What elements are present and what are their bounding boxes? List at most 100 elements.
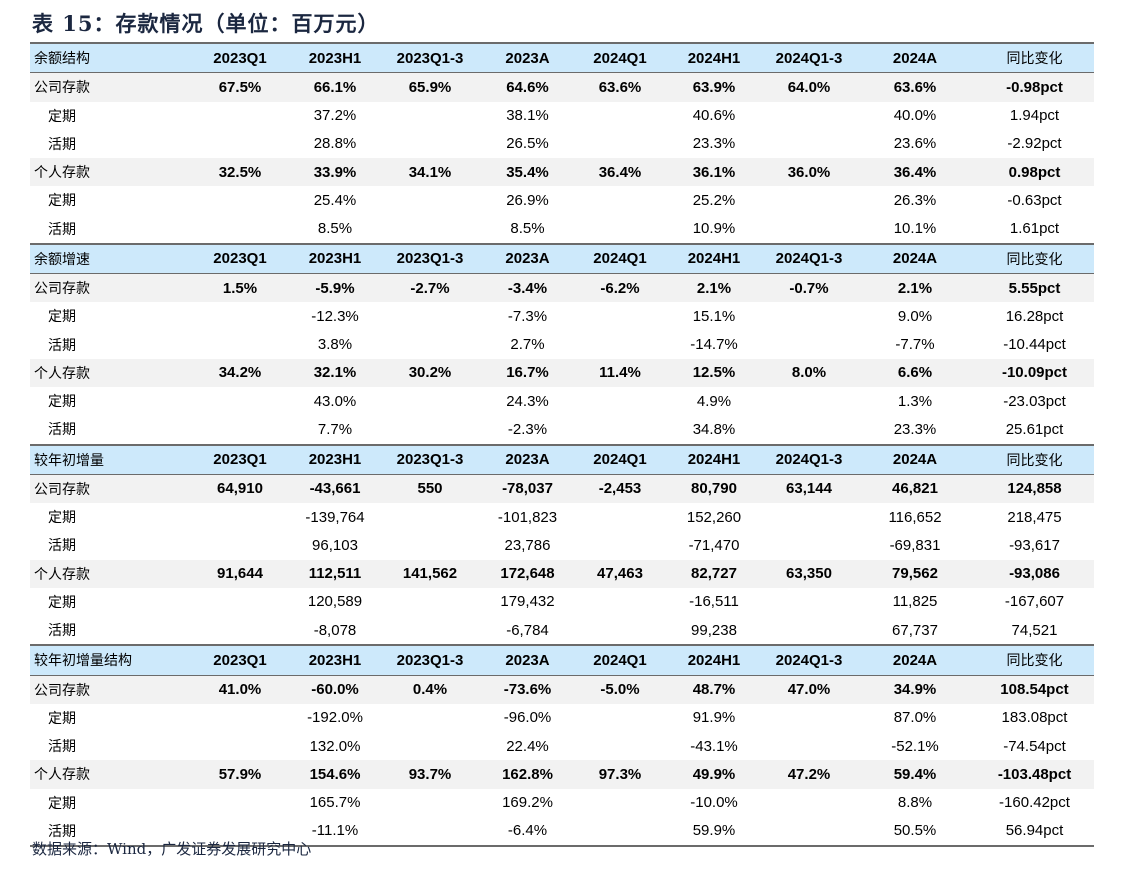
table-cell: 4.9% <box>696 392 732 410</box>
table-cell: -14.7% <box>690 336 738 354</box>
table-row: 活期 96,103 23,786 -71,470 -69,831 -93,617 <box>30 531 1094 559</box>
table-cell: 64.0% <box>763 72 855 102</box>
table-cell: 0.98pct <box>975 158 1094 187</box>
column-header: 2023Q1 <box>190 242 290 274</box>
column-header: 2023Q1-3 <box>380 443 480 475</box>
table-cell: 120,589 <box>307 593 363 611</box>
table-cell: -192.0% <box>307 709 363 727</box>
table-cell: 82,727 <box>665 559 763 588</box>
table-cell: 32.1% <box>290 358 380 387</box>
table-cell <box>763 789 855 817</box>
table-cell: 183.08pct <box>1001 709 1068 727</box>
table-cell: 34.8% <box>692 420 736 438</box>
row-label: 定期 <box>48 510 76 527</box>
table-cell: -167,607 <box>1004 593 1065 611</box>
table-cell <box>380 130 480 158</box>
table-cell <box>575 704 665 732</box>
table-cell <box>190 130 290 158</box>
table-cell <box>190 186 290 214</box>
table-cell <box>763 130 855 158</box>
column-header: 2024Q1-3 <box>763 242 855 274</box>
table-cell <box>380 415 480 444</box>
row-label: 活期 <box>48 623 76 640</box>
table-cell: 33.9% <box>290 158 380 187</box>
deposit-table: 余额结构 2023Q1 2023H1 2023Q1-3 2023A 2024Q1 2024H… <box>30 42 1094 848</box>
table-cell: -78,037 <box>480 474 575 503</box>
table-cell <box>763 704 855 732</box>
column-header: 2024A <box>855 644 975 676</box>
table-cell: 41.0% <box>190 675 290 704</box>
table-cell: 87.0% <box>893 709 937 727</box>
table-cell: 59.9% <box>665 816 763 848</box>
table-cell: -7.7% <box>895 336 935 354</box>
table-cell: 47.2% <box>763 760 855 789</box>
table-cell: 36.4% <box>855 158 975 187</box>
table-cell <box>190 616 290 645</box>
table-row: 公司存款 67.5% 66.1% 65.9% 64.6% 63.6% 63.9% 64.0% 6… <box>30 72 1094 102</box>
table-cell: 26.5% <box>506 135 549 153</box>
column-header: 同比变化 <box>975 644 1094 676</box>
table-cell: -52.1% <box>891 737 939 755</box>
row-label: 公司存款 <box>30 273 190 303</box>
table-row: 定期 43.0% 24.3% 4.9% 1.3% -23.03pct <box>30 387 1094 415</box>
table-cell <box>190 704 290 732</box>
table-cell <box>380 186 480 214</box>
table-cell <box>763 503 855 531</box>
table-cell: 74,521 <box>1011 621 1058 639</box>
table-cell <box>763 531 855 559</box>
table-cell: -43.1% <box>690 737 738 755</box>
table-cell: 34.1% <box>380 158 480 187</box>
table-cell: 64.6% <box>480 72 575 102</box>
table-cell: 16.28pct <box>1005 307 1064 325</box>
section-header-label: 较年初增量 <box>30 443 190 475</box>
table-cell: -2,453 <box>575 474 665 503</box>
table-cell: 124,858 <box>975 474 1094 503</box>
section-header-row: 较年初增量 2023Q1 2023H1 2023Q1-3 2023A 2024Q1 2024… <box>30 443 1094 475</box>
table-row: 活期 132.0% 22.4% -43.1% -52.1% -74.54pct <box>30 732 1094 760</box>
table-cell: 49.9% <box>665 760 763 789</box>
table-cell: 2.1% <box>855 273 975 303</box>
table-cell: -43,661 <box>290 474 380 503</box>
table-cell: 8.0% <box>763 358 855 387</box>
table-cell: 59.4% <box>855 760 975 789</box>
table-cell: -60.0% <box>290 675 380 704</box>
table-cell: -101,823 <box>497 508 558 526</box>
table-cell: 38.1% <box>506 107 549 125</box>
row-label: 公司存款 <box>30 675 190 704</box>
table-cell: -7.3% <box>507 307 548 325</box>
table-cell: 66.1% <box>290 72 380 102</box>
table-cell: 112,511 <box>290 559 380 588</box>
table-row: 个人存款 91,644 112,511 141,562 172,648 47,463 82,… <box>30 559 1094 588</box>
row-label: 定期 <box>48 710 76 727</box>
table-cell: 162.8% <box>480 760 575 789</box>
table-cell: 550 <box>380 474 480 503</box>
table-cell: 132.0% <box>309 737 361 755</box>
table-cell: 8.5% <box>510 220 545 238</box>
table-cell <box>190 732 290 760</box>
column-header: 同比变化 <box>975 443 1094 475</box>
table-cell <box>575 387 665 415</box>
table-cell: 65.9% <box>380 72 480 102</box>
table-cell: -6.4% <box>480 816 575 848</box>
table-cell: 1.3% <box>897 392 933 410</box>
table-cell: 1.94pct <box>1009 107 1060 125</box>
table-cell: 23.3% <box>893 420 937 438</box>
table-cell <box>763 215 855 244</box>
row-label: 活期 <box>48 422 76 439</box>
table-cell <box>763 102 855 130</box>
table-cell <box>380 215 480 244</box>
table-cell: 11.4% <box>575 358 665 387</box>
row-label: 活期 <box>48 538 76 555</box>
column-header: 2024Q1 <box>575 443 665 475</box>
table-cell: 79,562 <box>855 559 975 588</box>
table-row: 公司存款 1.5% -5.9% -2.7% -3.4% -6.2% 2.1% -0.7% 2.1… <box>30 273 1094 303</box>
table-cell: -74.54pct <box>1003 737 1066 755</box>
table-row: 定期 -139,764 -101,823 152,260 116,652 218,475 <box>30 503 1094 531</box>
table-cell: 91,644 <box>190 559 290 588</box>
section-header-label: 余额增速 <box>30 242 190 274</box>
row-label: 定期 <box>48 394 76 411</box>
row-label: 活期 <box>48 739 76 756</box>
table-cell <box>190 215 290 244</box>
table-cell: 2.1% <box>665 273 763 303</box>
table-cell: -11.1% <box>290 816 380 848</box>
